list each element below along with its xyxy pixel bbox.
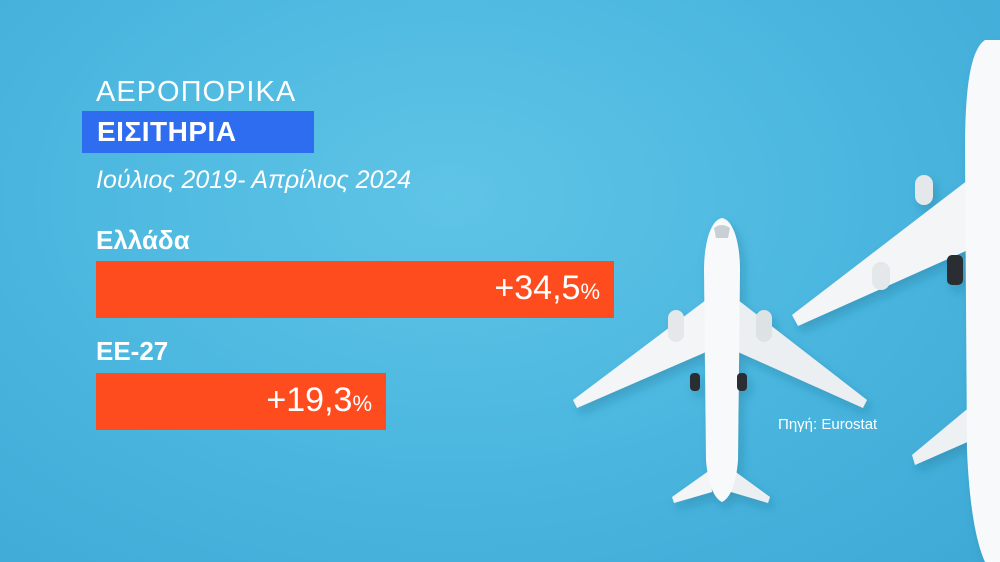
title-line-1: ΑΕΡΟΠΟΡΙΚΑ	[96, 76, 297, 108]
title-line-2: ΕΙΣΙΤΗΡΙΑ	[97, 116, 237, 147]
category-label: ΕΕ-27	[96, 336, 169, 366]
period-subtitle: Ιούλιος 2019- Απρίλιος 2024	[96, 166, 412, 194]
category-label: Ελλάδα	[96, 225, 190, 255]
bar-value-label: +19,3%	[266, 381, 372, 420]
airplane-right-icon	[792, 40, 1000, 562]
bar-value-unit: %	[580, 279, 600, 304]
bar-value-label: +34,5%	[494, 269, 600, 308]
title-highlight-box	[82, 111, 314, 153]
airplane-front-icon	[573, 218, 867, 503]
bar-value-number: +34,5	[494, 269, 581, 307]
bar-value-number: +19,3	[266, 381, 353, 419]
bar: +19,3%	[96, 373, 386, 430]
bar-value-unit: %	[352, 391, 372, 416]
source-note: Πηγή: Eurostat	[778, 416, 878, 433]
bar: +34,5%	[96, 261, 614, 318]
